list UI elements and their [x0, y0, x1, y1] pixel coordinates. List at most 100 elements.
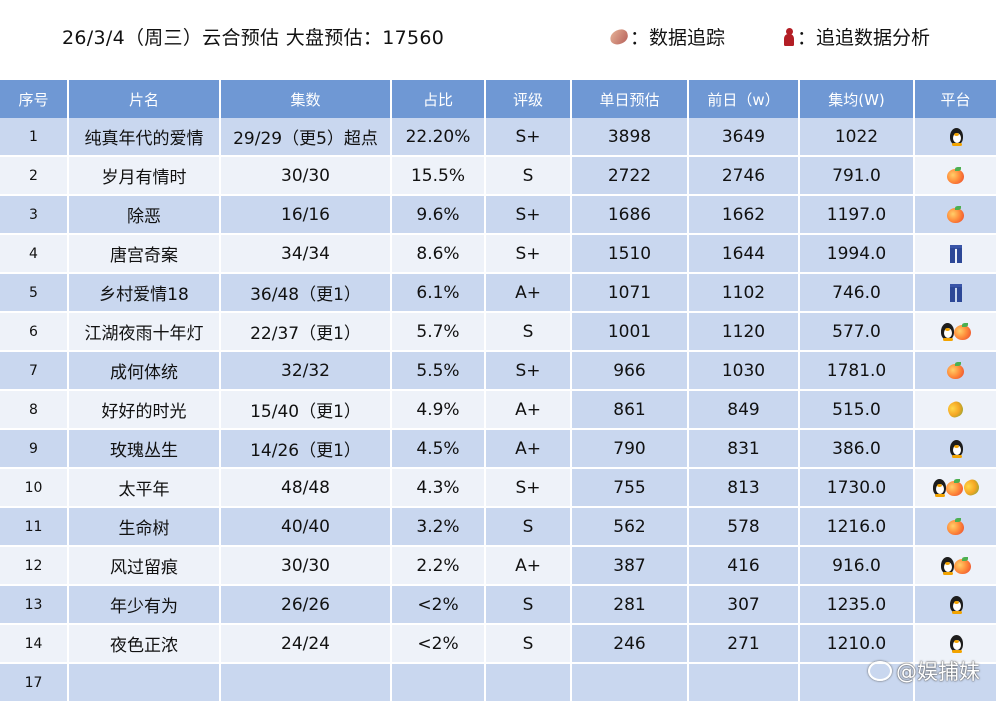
penguin-icon [940, 322, 954, 341]
row-rating: S+ [486, 352, 572, 391]
row-platforms [915, 391, 998, 430]
pants-icon [949, 283, 962, 302]
row-episodes: 14/26（更1） [221, 430, 392, 469]
row-episodes: 24/24 [221, 625, 392, 664]
row-index: 7 [0, 352, 69, 391]
row-episodes: 36/48（更1） [221, 274, 392, 313]
peach-icon [947, 167, 964, 184]
row-daily-estimate: 562 [572, 508, 689, 547]
row-episodes: 26/26 [221, 586, 392, 625]
row-title: 除恶 [69, 196, 221, 235]
row-episode-average: 386.0 [800, 430, 915, 469]
row-index: 1 [0, 118, 69, 157]
row-rating: S [486, 586, 572, 625]
row-daily-estimate: 755 [572, 469, 689, 508]
row-index: 3 [0, 196, 69, 235]
row-index: 9 [0, 430, 69, 469]
table-row: 6 江湖夜雨十年灯 22/37（更1） 5.7% S 1001 1120 577.0 [0, 313, 998, 352]
row-index: 12 [0, 547, 69, 586]
table-row: 2 岁月有情时 30/30 15.5% S 2722 2746 791.0 [0, 157, 998, 196]
weibo-icon [868, 661, 892, 681]
row-episodes: 22/37（更1） [221, 313, 392, 352]
row-previous-day: 416 [689, 547, 800, 586]
row-rating: S [486, 313, 572, 352]
row-previous-day [689, 664, 800, 703]
row-share: 4.9% [392, 391, 486, 430]
row-previous-day: 831 [689, 430, 800, 469]
row-episode-average: 1994.0 [800, 235, 915, 274]
row-index: 17 [0, 664, 69, 703]
penguin-icon [949, 127, 963, 146]
row-previous-day: 813 [689, 469, 800, 508]
peach-icon [945, 479, 963, 496]
table-row: 5 乡村爱情18 36/48（更1） 6.1% A+ 1071 1102 746.0 [0, 274, 998, 313]
row-title: 太平年 [69, 469, 221, 508]
row-previous-day: 1120 [689, 313, 800, 352]
row-share: 22.20% [392, 118, 486, 157]
table-row: 3 除恶 16/16 9.6% S+ 1686 1662 1197.0 [0, 196, 998, 235]
row-episodes: 29/29（更5）超点 [221, 118, 392, 157]
row-previous-day: 1644 [689, 235, 800, 274]
col-header-share: 占比 [392, 80, 486, 118]
ratings-table: 序号 片名 集数 占比 评级 单日预估 前日（w） 集均(W) 平台 1 纯真年代… [0, 80, 998, 703]
row-title: 年少有为 [69, 586, 221, 625]
page-title: 26/3/4（周三）云合预估 大盘预估：17560 [62, 27, 445, 49]
row-daily-estimate: 966 [572, 352, 689, 391]
row-episode-average: 515.0 [800, 391, 915, 430]
row-share: 4.3% [392, 469, 486, 508]
peach-icon [954, 323, 971, 340]
row-index: 4 [0, 235, 69, 274]
row-platforms [915, 547, 998, 586]
penguin-icon [949, 595, 963, 614]
row-title: 江湖夜雨十年灯 [69, 313, 221, 352]
table-row: 8 好好的时光 15/40（更1） 4.9% A+ 861 849 515.0 [0, 391, 998, 430]
page-header: 26/3/4（周三）云合预估 大盘预估：17560 ：数据追踪 ：追追数据分析 [0, 0, 998, 78]
penguin-icon [949, 634, 963, 653]
row-daily-estimate: 281 [572, 586, 689, 625]
legend-data-tracking: ：数据追踪 [608, 23, 725, 50]
row-episode-average: 577.0 [800, 313, 915, 352]
penguin-icon [940, 556, 954, 575]
row-platforms [915, 625, 998, 664]
col-header-index: 序号 [0, 80, 69, 118]
row-platforms [915, 196, 998, 235]
row-index: 2 [0, 157, 69, 196]
row-platforms [915, 430, 998, 469]
row-title: 岁月有情时 [69, 157, 221, 196]
weibo-watermark: @娱捕妹 [868, 656, 980, 686]
row-index: 13 [0, 586, 69, 625]
row-previous-day: 578 [689, 508, 800, 547]
row-platforms [915, 352, 998, 391]
row-episode-average: 1210.0 [800, 625, 915, 664]
row-daily-estimate: 1510 [572, 235, 689, 274]
row-episode-average: 1730.0 [800, 469, 915, 508]
row-rating: S [486, 625, 572, 664]
row-index: 5 [0, 274, 69, 313]
row-episode-average: 746.0 [800, 274, 915, 313]
penguin-icon [949, 439, 963, 458]
row-share: 3.2% [392, 508, 486, 547]
pants-icon [949, 244, 962, 263]
table-header-row: 序号 片名 集数 占比 评级 单日预估 前日（w） 集均(W) 平台 [0, 80, 998, 118]
row-previous-day: 3649 [689, 118, 800, 157]
row-daily-estimate: 790 [572, 430, 689, 469]
row-previous-day: 1662 [689, 196, 800, 235]
row-episodes [221, 664, 392, 703]
row-share: 6.1% [392, 274, 486, 313]
penguin-icon [932, 478, 946, 497]
col-header-episodes: 集数 [221, 80, 392, 118]
row-platforms [915, 469, 998, 508]
row-share: <2% [392, 625, 486, 664]
row-share: 8.6% [392, 235, 486, 274]
row-daily-estimate: 1686 [572, 196, 689, 235]
table-row: 4 唐宫奇案 34/34 8.6% S+ 1510 1644 1994.0 [0, 235, 998, 274]
row-daily-estimate: 3898 [572, 118, 689, 157]
table-row: 1 纯真年代的爱情 29/29（更5）超点 22.20% S+ 3898 3649 1022 [0, 118, 998, 157]
table-row: 10 太平年 48/48 4.3% S+ 755 813 1730.0 [0, 469, 998, 508]
row-title: 唐宫奇案 [69, 235, 221, 274]
row-title: 玫瑰丛生 [69, 430, 221, 469]
row-index: 14 [0, 625, 69, 664]
row-previous-day: 307 [689, 586, 800, 625]
row-rating: S [486, 157, 572, 196]
row-title: 纯真年代的爱情 [69, 118, 221, 157]
